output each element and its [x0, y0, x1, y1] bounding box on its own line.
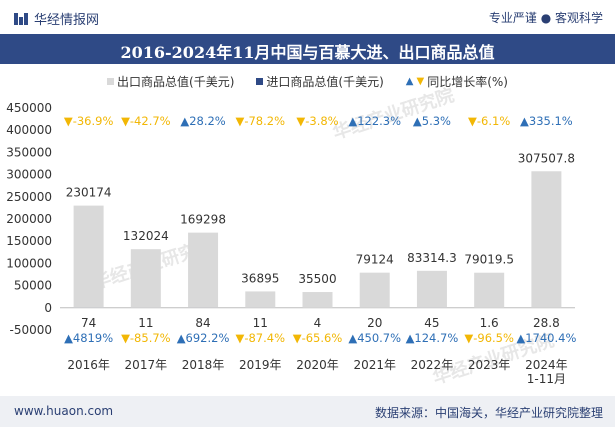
export-value-label: 83314.3 [407, 251, 457, 265]
brand[interactable]: 华经情报网 [14, 9, 99, 28]
export-value-label: 230174 [66, 186, 112, 200]
x-tick-label: 2017年 [125, 358, 168, 372]
import-growth-label: ▼-65.6% [293, 331, 343, 345]
export-growth-label: ▲335.1% [520, 114, 573, 128]
export-value-label: 79124 [356, 253, 394, 267]
export-growth-label: ▼-36.9% [64, 114, 114, 128]
legend-down-triangle-icon: ▼ [416, 76, 425, 87]
export-value-label: 132024 [123, 229, 169, 243]
export-value-label: 35500 [298, 272, 336, 286]
logo-icon [14, 12, 28, 25]
top-bar: 华经情报网 专业严谨 ● 客观科学 [0, 0, 615, 34]
y-tick-label: 50000 [14, 279, 52, 293]
export-bar [245, 291, 276, 308]
footer: www.huaon.com 数据来源：中国海关，华经产业研究院整理 [0, 396, 615, 427]
x-tick-label: 2020年 [296, 358, 339, 372]
x-tick-label: 2021年 [353, 358, 396, 372]
legend-import: 进口商品总值(千美元) [256, 73, 384, 90]
x-tick-label: 2022年 [411, 358, 454, 372]
y-tick-label: 0 [44, 301, 52, 315]
x-tick-label: 2024年 1-11月 [525, 358, 568, 386]
export-value-label: 36895 [241, 271, 279, 285]
y-tick-label: 300000 [6, 168, 52, 182]
tagline: 专业严谨 ● 客观科学 [488, 11, 603, 25]
export-value-label: 169298 [180, 213, 226, 227]
export-bar [531, 171, 562, 308]
import-growth-label: ▲124.7% [406, 331, 459, 345]
x-tick-label: 2016年 [67, 358, 110, 372]
data-source: 数据来源：中国海关，华经产业研究院整理 [374, 406, 603, 420]
export-growth-label: ▼-6.1% [468, 114, 510, 128]
legend: 出口商品总值(千美元) 进口商品总值(千美元) ▲ ▼ 同比增长率(%) [0, 73, 615, 90]
y-tick-label: 250000 [6, 190, 52, 204]
y-tick-label: -50000 [9, 323, 52, 337]
legend-import-label: 进口商品总值(千美元) [266, 75, 384, 89]
export-bar [73, 205, 104, 308]
import-growth-label: ▼-87.4% [236, 331, 286, 345]
y-tick-label: 100000 [6, 256, 52, 270]
legend-export-swatch [107, 78, 115, 85]
export-growth-label: ▼-42.7% [121, 114, 171, 128]
export-bar [188, 232, 219, 308]
y-tick-label: 350000 [6, 145, 52, 159]
export-bar [474, 272, 505, 308]
import-value-label: 11 [138, 316, 153, 330]
import-growth-label: ▲4819% [64, 331, 113, 345]
import-value-label: 28.8 [533, 316, 560, 330]
export-value-label: 79019.5 [464, 253, 514, 267]
import-growth-label: ▼-96.5% [464, 331, 514, 345]
import-value-label: 11 [253, 316, 268, 330]
legend-growth-label: 同比增长率(%) [427, 75, 508, 89]
import-value-label: 84 [195, 316, 210, 330]
import-growth-label: ▼-85.7% [121, 331, 171, 345]
chart-title: 2016-2024年11月中国与百慕大进、出口商品总值 [120, 43, 495, 62]
x-tick-label: 2023年 [468, 358, 511, 372]
export-growth-label: ▼-78.2% [236, 114, 286, 128]
legend-growth: ▲ ▼ 同比增长率(%) [406, 73, 508, 90]
x-tick-label: 2018年 [182, 358, 225, 372]
y-tick-label: 150000 [6, 234, 52, 248]
legend-export-label: 出口商品总值(千美元) [117, 75, 235, 89]
export-bar [302, 292, 333, 308]
y-tick-label: 200000 [6, 212, 52, 226]
y-tick-label: 400000 [6, 123, 52, 137]
import-growth-label: ▲450.7% [348, 331, 401, 345]
legend-import-swatch [256, 78, 264, 85]
export-growth-label: ▲5.3% [413, 114, 451, 128]
import-growth-label: ▲1740.4% [516, 331, 576, 345]
import-value-label: 20 [367, 316, 382, 330]
import-value-label: 74 [81, 316, 96, 330]
brand-name: 华经情报网 [34, 13, 100, 28]
legend-export: 出口商品总值(千美元) [107, 73, 234, 90]
export-growth-label: ▲28.2% [180, 114, 225, 128]
export-growth-label: ▼-3.8% [296, 114, 338, 128]
y-tick-label: 450000 [6, 101, 52, 115]
import-growth-label: ▲692.2% [177, 331, 230, 345]
title-bar: 2016-2024年11月中国与百慕大进、出口商品总值 [0, 34, 615, 64]
import-value-label: 45 [424, 316, 439, 330]
x-tick-label: 2019年 [239, 358, 282, 372]
export-bar [130, 249, 161, 308]
export-growth-label: ▲122.3% [348, 114, 401, 128]
website-link[interactable]: www.huaon.com [14, 404, 114, 418]
chart-area: -50000 0 50000 100000 150000 200000 250000 3000… [6, 101, 576, 386]
export-value-label: 307507.8 [518, 151, 575, 165]
export-bar [359, 272, 390, 308]
export-bar [416, 270, 447, 308]
import-value-label: 1.6 [480, 316, 499, 330]
legend-up-triangle-icon: ▲ [405, 76, 414, 87]
import-value-label: 4 [314, 316, 322, 330]
